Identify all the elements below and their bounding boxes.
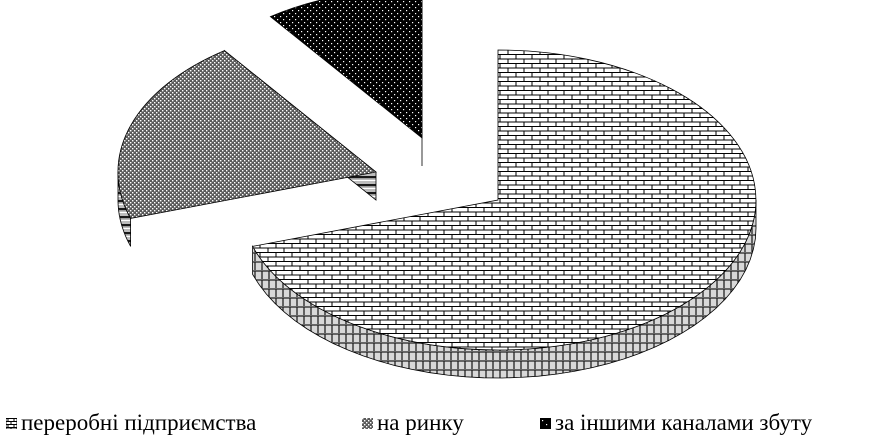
legend-item-processing: переробні підприємства xyxy=(6,410,256,436)
legend-item-market: на ринку xyxy=(362,410,464,436)
dotted-pattern-icon xyxy=(362,417,373,429)
slice-processing-top xyxy=(251,49,757,351)
slice-other-channels xyxy=(269,0,423,166)
slice-other-channels-top xyxy=(269,0,423,139)
legend-label: на ринку xyxy=(377,410,464,435)
black-square-icon xyxy=(540,417,551,429)
slice-market-top xyxy=(117,50,377,219)
pie-chart xyxy=(117,0,757,379)
legend-label: переробні підприємства xyxy=(21,410,257,435)
brick-pattern-icon xyxy=(6,417,17,429)
chart-legend: переробні підприємства на ринку за іншим… xyxy=(0,400,876,440)
legend-item-other-channels: за іншими каналами збуту xyxy=(540,410,812,436)
slice-processing xyxy=(251,49,757,379)
slice-market xyxy=(117,49,377,247)
legend-label: за іншими каналами збуту xyxy=(555,410,813,435)
